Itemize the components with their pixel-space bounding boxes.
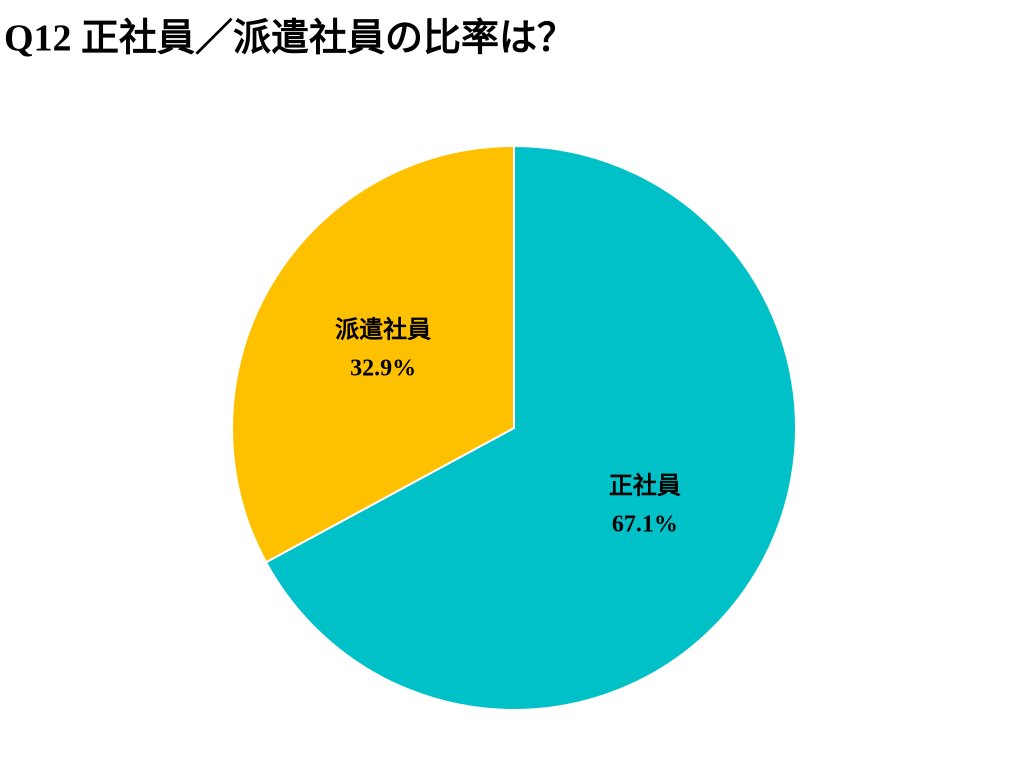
- value-label: 67.1%: [612, 511, 678, 537]
- slice-label: 派遣社員: [335, 316, 431, 344]
- value-label: 32.9%: [350, 356, 416, 382]
- slice-label: 正社員: [609, 471, 681, 499]
- chart-title: Q12 正社員／派遣社員の比率は？: [4, 18, 575, 60]
- pie-slice: [231, 144, 515, 564]
- pie-slice: [264, 144, 797, 711]
